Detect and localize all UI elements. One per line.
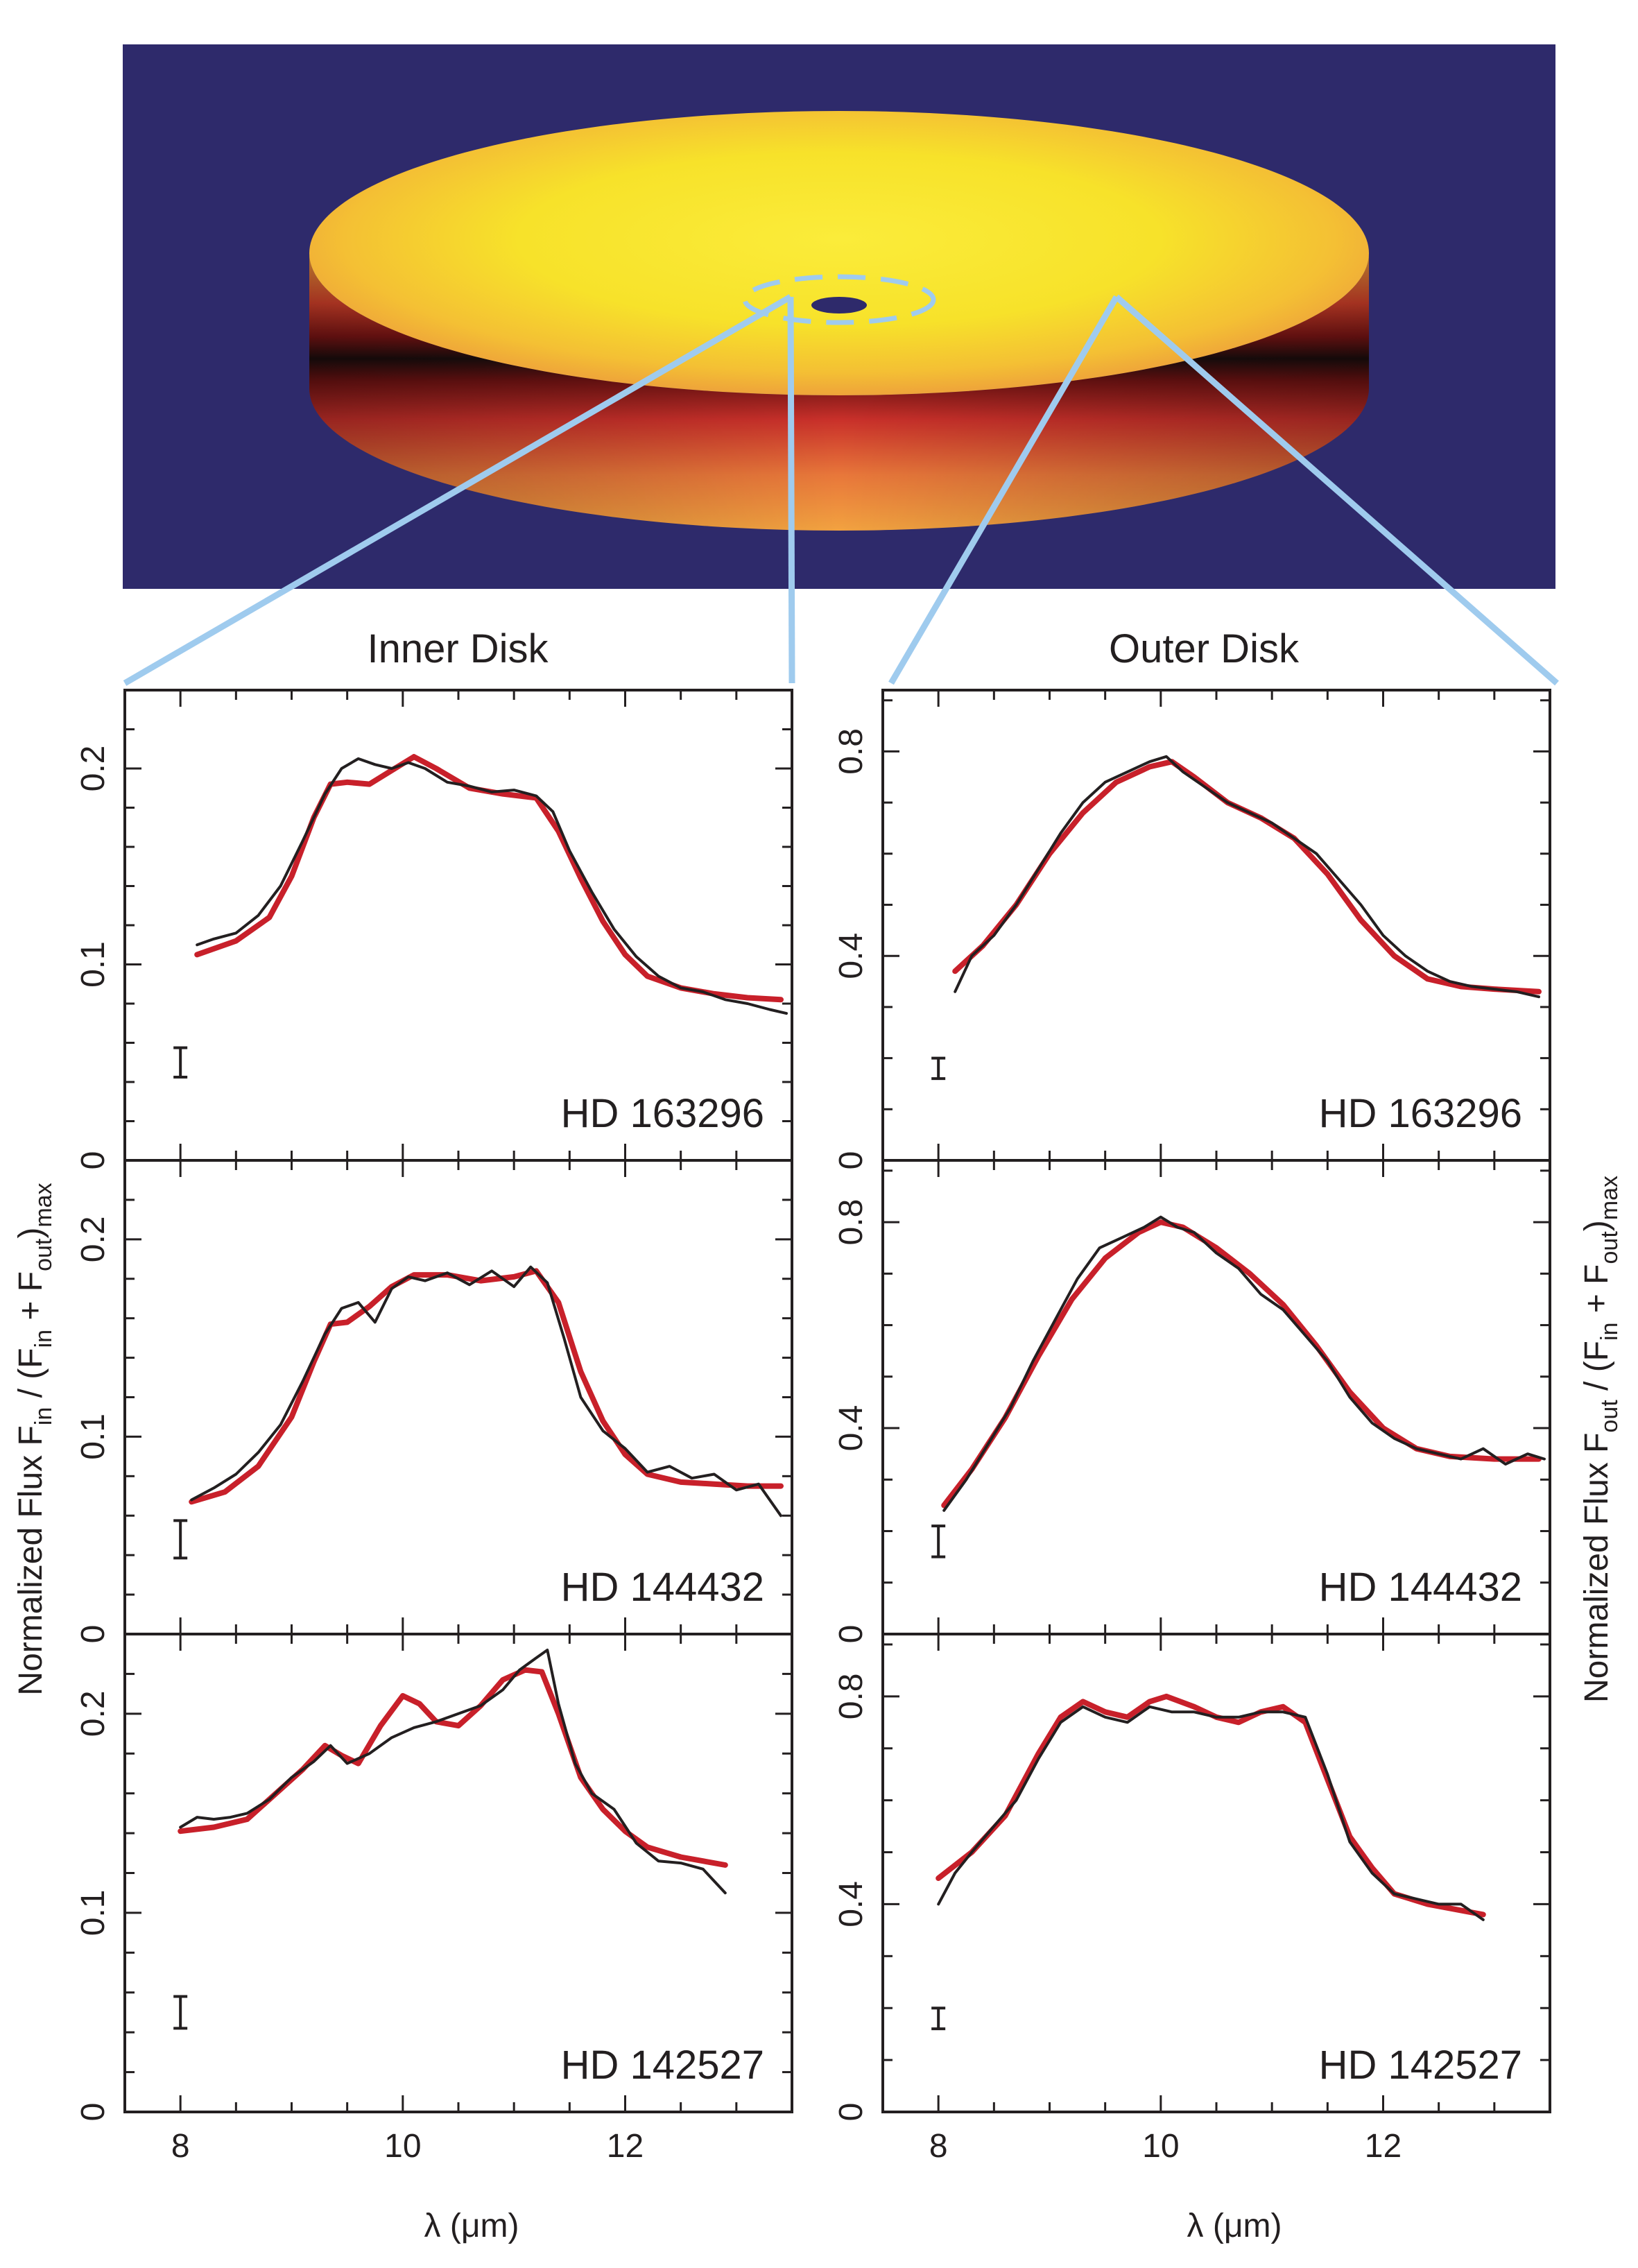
panel-frame [123,1633,793,2113]
y-tick-label: 0 [75,1151,112,1170]
error-bar [931,2007,946,2031]
outer-connector-left [888,295,1119,685]
y-tick-label: 0.1 [75,941,112,988]
x-tick-label: 12 [1365,2128,1402,2165]
y-tick-label: 0.1 [75,1890,112,1936]
star-label: HD 163296 [561,1091,764,1136]
y-tick-label: 0.2 [75,1216,112,1262]
x-tick-label: 8 [171,2128,190,2165]
inner-connector-right [787,296,795,684]
panel-inner-hd-163296: 0 0.1 0.2 HD 163296 [75,689,793,1170]
inner-disk-title: Inner Disk [367,626,549,671]
y-tick-label: 0.1 [75,1414,112,1460]
disk-side-shade [309,253,1369,531]
y-tick-label: 0 [833,2103,870,2122]
panel-outer-hd-144432: 0 0.4 0.8 HD 144432 [833,1159,1551,1644]
model-curve-inner-hd-142527 [178,1667,728,1868]
panel-inner-hd-142527: 8 10 12 0 0.1 0.2 HD 142527 [75,1633,793,2165]
spectra-panels: 0 0.1 0.2 HD 163296 0 0.4 0.8 HD 163296 0 0.1 0.2 H… [75,689,1551,2165]
model-curve-inner-hd-144432 [189,1268,784,1505]
outer-disk-title: Outer Disk [1109,626,1300,671]
y-tick-label: 0.4 [833,1405,870,1452]
observed-curve-outer-hd-144432 [942,1215,1546,1512]
error-bar [931,1056,946,1081]
observed-curve-inner-hd-142527 [179,1649,727,1895]
panel-outer-hd-163296: 0 0.4 0.8 HD 163296 [833,689,1551,1170]
error-bar [173,1046,188,1079]
inner-connector-left [123,294,793,686]
error-bar [173,1995,188,2030]
panel-inner-hd-144432: 0 0.1 0.2 HD 144432 [75,1159,793,1644]
star-label: HD 144432 [561,1565,764,1610]
model-curve-outer-hd-163296 [952,759,1542,995]
y-tick-label: 0 [833,1625,870,1644]
y-tick-label: 0.2 [75,746,112,792]
star-label: HD 142527 [1319,2043,1522,2088]
panel-frame [881,1159,1551,1635]
disk-inner-hole [811,297,867,313]
outer-x-axis-title: λ (μm) [1187,2208,1282,2244]
y-tick-label: 0 [75,1625,112,1644]
star-label: HD 142527 [561,2043,764,2088]
star-label: HD 163296 [1319,1091,1522,1136]
y-tick-label: 0.8 [833,1199,870,1246]
right-axis-title: Normalized Flux Fout / (Fin + Fout)max [1578,1176,1623,1703]
star-label: HD 144432 [1319,1565,1522,1610]
observed-curve-inner-hd-144432 [190,1265,782,1518]
y-tick-label: 0.2 [75,1690,112,1737]
error-bar [931,1524,946,1558]
panel-frame [123,1159,793,1635]
x-tick-label: 12 [607,2128,644,2165]
inner-disk-boundary [742,274,936,325]
x-tick-label: 10 [384,2128,421,2165]
disk-top-surface [309,111,1369,395]
observed-curve-outer-hd-142527 [937,1705,1485,1921]
protoplanetary-disk-icon [309,111,1369,531]
y-tick-label: 0 [75,2103,112,2122]
x-tick-label: 8 [929,2128,948,2165]
disk-illustration [123,44,1555,589]
left-axis-title: Normalized Flux Fin / (Fin + Fout)max [12,1183,57,1695]
y-tick-label: 0.4 [833,1881,870,1927]
x-tick-label: 10 [1142,2128,1179,2165]
panel-frame [881,1633,1551,2113]
connector-lines [123,294,1559,686]
panel-frame [881,689,1551,1162]
y-tick-label: 0 [833,1151,870,1170]
y-tick-label: 0.8 [833,728,870,775]
model-curve-outer-hd-142527 [936,1693,1486,1918]
observed-curve-inner-hd-163296 [196,757,788,1015]
panel-outer-hd-142527: 8 10 12 0 0.4 0.8 HD 142527 [833,1633,1551,2165]
panel-frame [123,689,793,1162]
inner-x-axis-title: λ (μm) [424,2208,519,2244]
y-tick-label: 0.8 [833,1674,870,1720]
error-bar [173,1519,188,1560]
model-curve-inner-hd-163296 [194,754,784,1003]
y-tick-label: 0.4 [833,933,870,979]
outer-connector-right [1114,294,1559,686]
observed-curve-outer-hd-163296 [954,755,1540,999]
